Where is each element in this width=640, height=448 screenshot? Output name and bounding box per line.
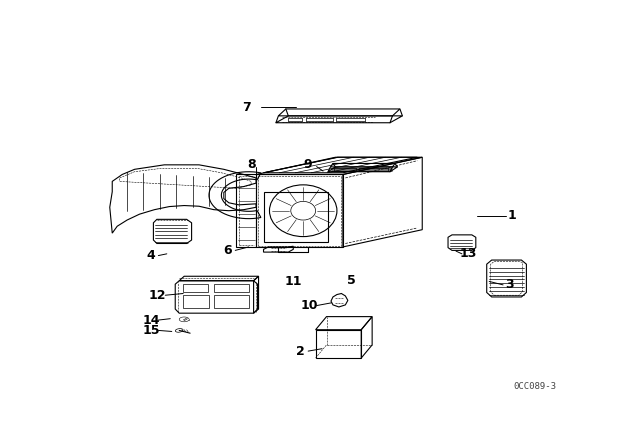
Bar [183,284,208,292]
Bar [214,294,249,308]
Text: 14: 14 [142,314,159,327]
Text: 12: 12 [148,289,166,302]
Text: 4: 4 [147,249,156,262]
Text: 6: 6 [223,244,232,257]
Text: 13: 13 [459,247,477,260]
Text: 1: 1 [507,209,516,222]
Text: 9: 9 [304,158,312,171]
Bar [183,294,209,308]
Text: 0CC089-3: 0CC089-3 [513,382,556,391]
Text: 7: 7 [242,101,250,114]
Text: 8: 8 [247,158,255,171]
Bar [316,330,361,358]
Bar [214,284,249,292]
Text: 3: 3 [505,278,513,291]
Text: 15: 15 [142,324,159,337]
Text: 5: 5 [348,274,356,287]
Text: 11: 11 [285,275,302,288]
Text: 2: 2 [296,345,305,358]
Text: 10: 10 [300,299,318,312]
